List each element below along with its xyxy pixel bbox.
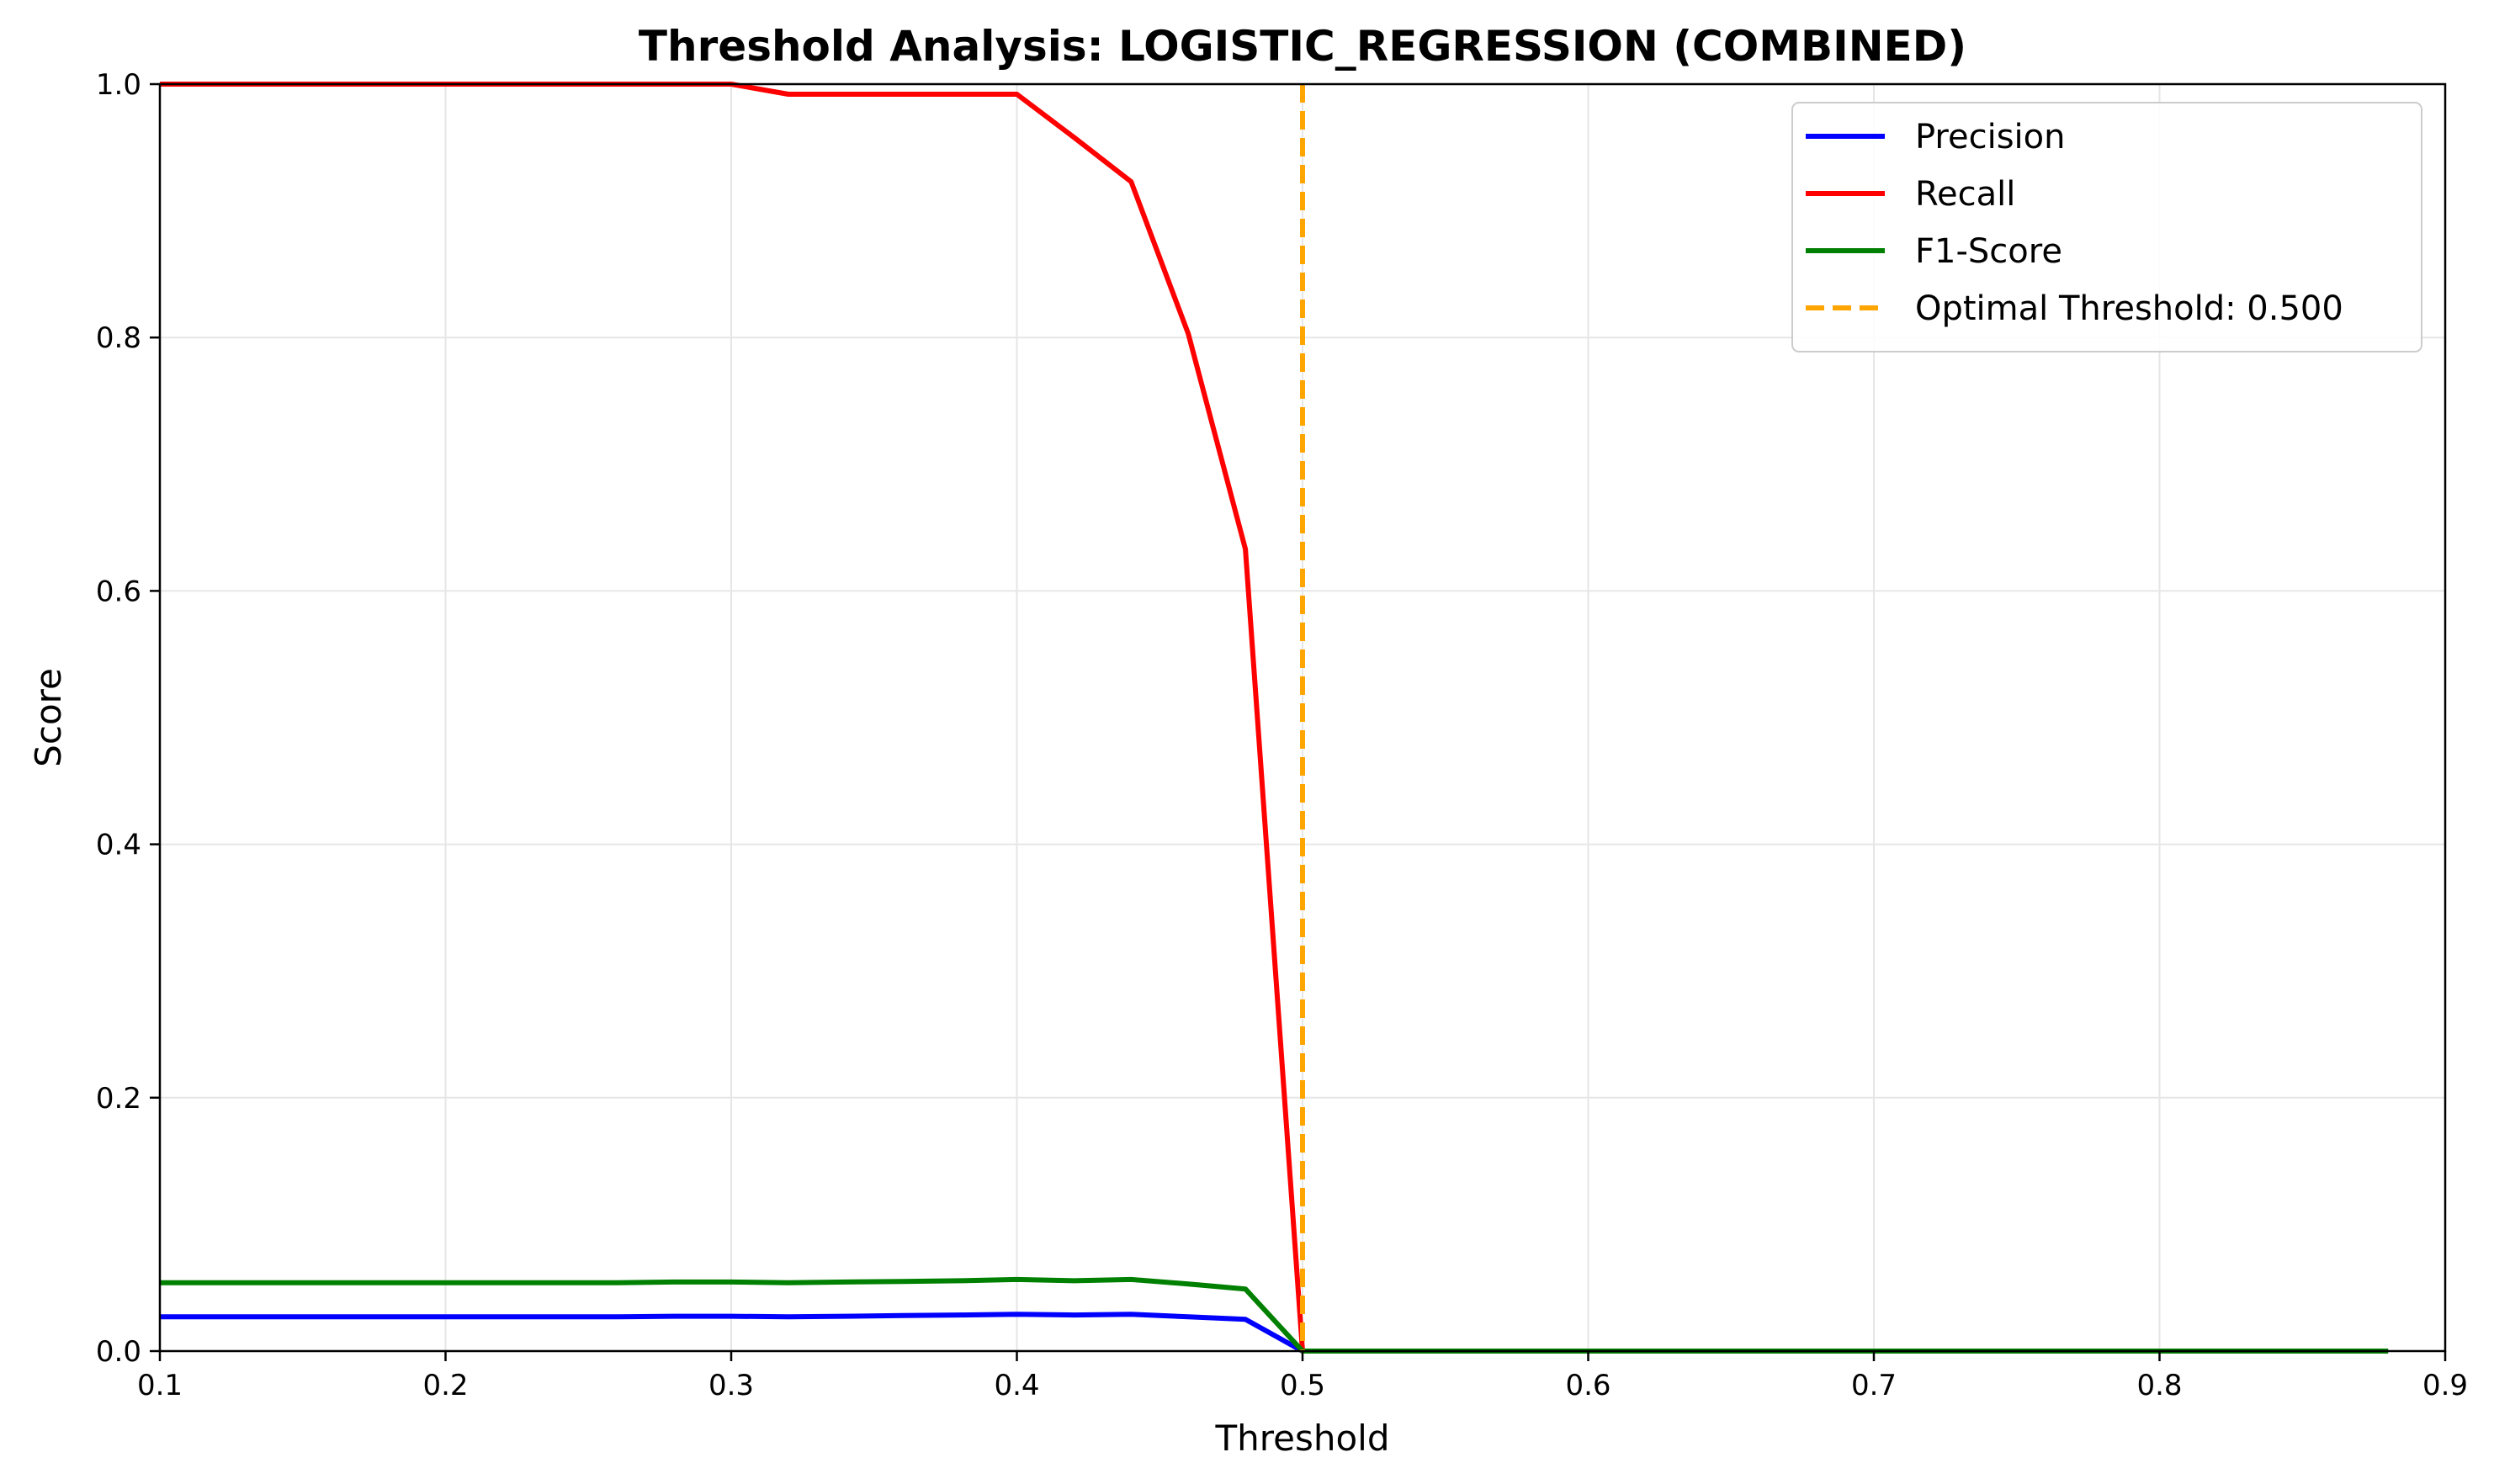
x-axis-label: Threshold — [1215, 1418, 1390, 1459]
legend-label: F1-Score — [1915, 232, 2062, 271]
y-tick-label: 0.0 — [96, 1335, 141, 1369]
legend-label: Precision — [1915, 118, 2065, 156]
x-tick-label: 0.5 — [1280, 1369, 1325, 1402]
chart-title: Threshold Analysis: LOGISTIC_REGRESSION … — [639, 22, 1966, 71]
axis-ticks: 0.1 0.2 0.3 0.4 0.5 0.6 0.7 0.8 0.9 0.0 0.2 0.4 0.6 0… — [96, 68, 2468, 1402]
x-tick-label: 0.6 — [1565, 1369, 1610, 1402]
y-axis-label: Score — [28, 668, 69, 767]
legend: Precision Recall F1-Score Optimal Threshold… — [1791, 102, 2422, 352]
x-tick-label: 0.9 — [2422, 1369, 2468, 1402]
legend-label: Recall — [1915, 175, 2015, 214]
y-tick-label: 0.4 — [96, 829, 141, 862]
y-tick-label: 0.8 — [96, 321, 141, 355]
x-tick-label: 0.1 — [137, 1369, 183, 1402]
x-tick-label: 0.3 — [708, 1369, 754, 1402]
legend-box — [1791, 102, 2422, 352]
legend-label: Optimal Threshold: 0.500 — [1915, 289, 2343, 328]
x-tick-label: 0.2 — [422, 1369, 468, 1402]
x-tick-label: 0.8 — [2136, 1369, 2182, 1402]
x-tick-label: 0.7 — [1851, 1369, 1897, 1402]
y-tick-label: 0.6 — [96, 575, 141, 608]
y-tick-label: 0.2 — [96, 1082, 141, 1116]
x-tick-label: 0.4 — [994, 1369, 1039, 1402]
y-tick-label: 1.0 — [96, 68, 141, 102]
